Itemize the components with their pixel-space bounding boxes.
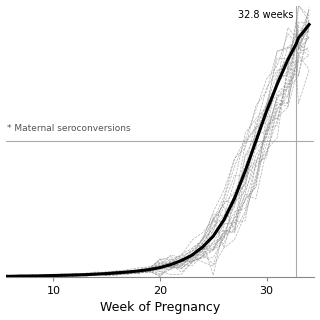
- Text: 32.8 weeks: 32.8 weeks: [238, 10, 293, 20]
- X-axis label: Week of Pregnancy: Week of Pregnancy: [100, 301, 220, 315]
- Text: * Maternal seroconversions: * Maternal seroconversions: [7, 124, 130, 133]
